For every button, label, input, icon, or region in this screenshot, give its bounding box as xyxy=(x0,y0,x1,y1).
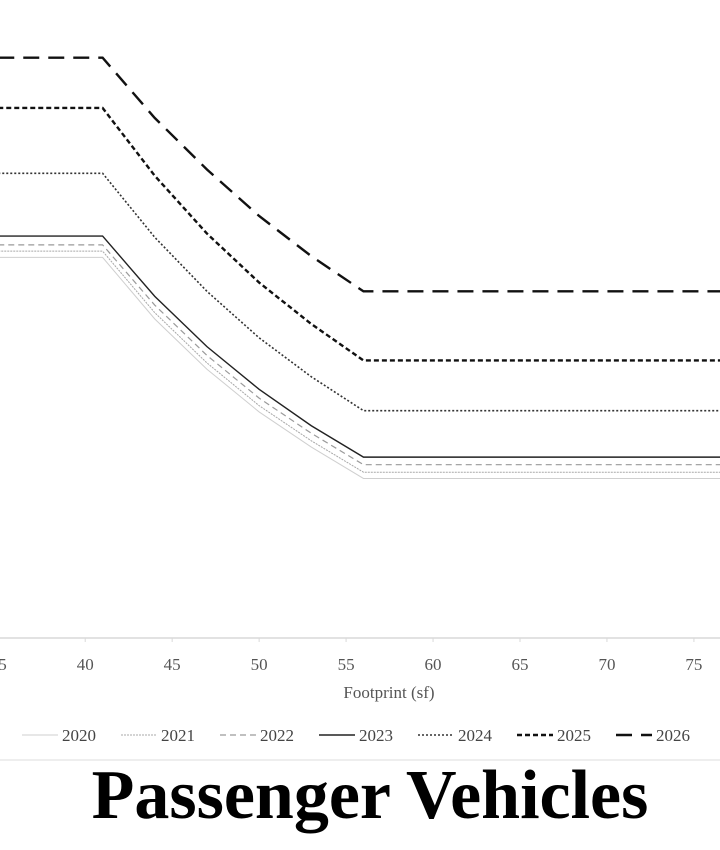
series-line xyxy=(0,250,720,473)
x-tick-label: 45 xyxy=(164,655,181,674)
legend-label: 2026 xyxy=(656,726,690,745)
x-tick-label: 75 xyxy=(685,655,702,674)
legend-label: 2020 xyxy=(62,726,96,745)
series-line xyxy=(0,172,720,412)
series-line xyxy=(0,56,720,293)
x-tick-label: 70 xyxy=(598,655,615,674)
series-line xyxy=(0,106,720,362)
x-axis-label: Footprint (sf) xyxy=(343,683,434,702)
x-tick-label: 60 xyxy=(425,655,442,674)
chart-title: Passenger Vehicles xyxy=(92,757,649,834)
legend-label: 2021 xyxy=(161,726,195,745)
x-tick-label: 50 xyxy=(251,655,268,674)
legend-label: 2025 xyxy=(557,726,591,745)
series-line xyxy=(0,244,720,466)
x-tick-label: 65 xyxy=(512,655,529,674)
legend-label: 2024 xyxy=(458,726,493,745)
series-line xyxy=(0,235,720,458)
legend-label: 2023 xyxy=(359,726,393,745)
series-line xyxy=(0,256,720,479)
x-tick-label: 35 xyxy=(0,655,7,674)
legend-label: 2022 xyxy=(260,726,294,745)
plot-area xyxy=(0,56,720,479)
x-tick-label: 55 xyxy=(338,655,355,674)
x-tick-label: 40 xyxy=(77,655,94,674)
